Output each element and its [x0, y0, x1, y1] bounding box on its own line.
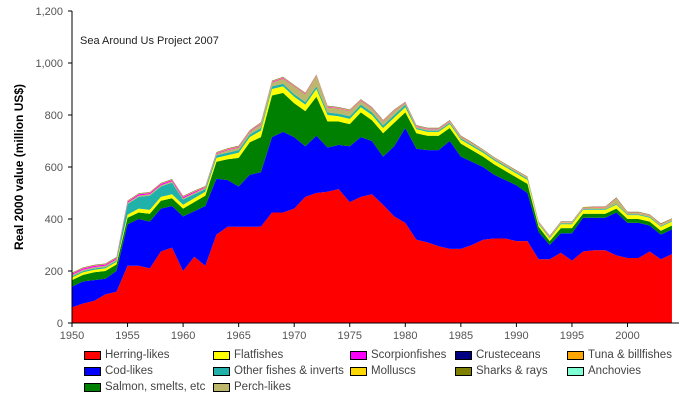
- y-tick-label: 200: [45, 266, 63, 278]
- legend-label: Salmon, smelts, etc: [105, 381, 206, 393]
- legend-label: Flatfishes: [234, 349, 284, 361]
- x-ticks: 1950 1955 1960 1965 1970 1975 1980 1985 1990 1995…: [60, 323, 640, 342]
- legend-swatch: [350, 366, 367, 376]
- legend-label: Scorpionfishes: [371, 349, 447, 361]
- x-tick-label: 1995: [560, 330, 584, 342]
- x-tick-label: 1960: [171, 330, 195, 342]
- x-tick-label: 1950: [60, 330, 84, 342]
- legend-label: Tuna & billfishes: [588, 349, 672, 361]
- legend-swatch: [84, 366, 101, 376]
- y-tick-label: 600: [45, 162, 63, 174]
- legend-item: Crusteceans: [455, 349, 541, 361]
- legend-label: Molluscs: [371, 365, 416, 377]
- legend-swatch: [455, 350, 472, 360]
- legend: Herring-likes Cod-likes Salmon, smelts, et…: [84, 349, 684, 409]
- legend-swatch: [455, 366, 472, 376]
- legend-item: Flatfishes: [213, 349, 283, 361]
- legend-label: Perch-likes: [234, 381, 291, 393]
- y-ticks: 0 200 400 600 800 1,000 1,200: [35, 6, 72, 330]
- source-annotation: Sea Around Us Project 2007: [80, 35, 219, 47]
- legend-item: Other fishes & inverts: [213, 365, 344, 377]
- x-tick-label: 1990: [504, 330, 528, 342]
- area-layers: [72, 74, 672, 323]
- legend-swatch: [213, 366, 230, 376]
- legend-label: Sharks & rays: [476, 365, 548, 377]
- legend-item: Cod-likes: [84, 365, 153, 377]
- y-axis-label: Real 2000 value (million US$): [12, 84, 26, 250]
- y-tick-label: 1,000: [35, 58, 63, 70]
- legend-label: Other fishes & inverts: [234, 365, 344, 377]
- x-tick-label: 1970: [282, 330, 306, 342]
- legend-item: Perch-likes: [213, 381, 291, 393]
- legend-swatch: [84, 350, 101, 360]
- legend-swatch: [213, 350, 230, 360]
- legend-label: Crusteceans: [476, 349, 541, 361]
- legend-swatch: [567, 350, 584, 360]
- x-tick-label: 2000: [615, 330, 639, 342]
- legend-item: Molluscs: [350, 365, 416, 377]
- legend-swatch: [567, 366, 584, 376]
- x-tick-label: 1980: [393, 330, 417, 342]
- area-salmon-smelts-etc: [72, 92, 672, 287]
- x-tick-label: 1965: [226, 330, 250, 342]
- x-tick-label: 1975: [338, 330, 362, 342]
- y-tick-label: 800: [45, 110, 63, 122]
- legend-label: Anchovies: [588, 365, 642, 377]
- x-tick-label: 1985: [449, 330, 473, 342]
- y-tick-label: 0: [57, 318, 63, 330]
- area-cod-likes: [72, 128, 672, 308]
- area-herring-likes: [72, 189, 672, 323]
- legend-label: Herring-likes: [105, 349, 170, 361]
- legend-label: Cod-likes: [105, 365, 153, 377]
- legend-item: Herring-likes: [84, 349, 170, 361]
- legend-swatch: [84, 382, 101, 392]
- x-tick-label: 1955: [115, 330, 139, 342]
- legend-item: Tuna & billfishes: [567, 349, 672, 361]
- legend-item: Scorpionfishes: [350, 349, 446, 361]
- legend-item: Anchovies: [567, 365, 641, 377]
- legend-item: Sharks & rays: [455, 365, 548, 377]
- legend-swatch: [213, 382, 230, 392]
- y-tick-label: 400: [45, 214, 63, 226]
- y-tick-label: 1,200: [35, 6, 63, 18]
- legend-swatch: [350, 350, 367, 360]
- legend-item: Salmon, smelts, etc: [84, 381, 205, 393]
